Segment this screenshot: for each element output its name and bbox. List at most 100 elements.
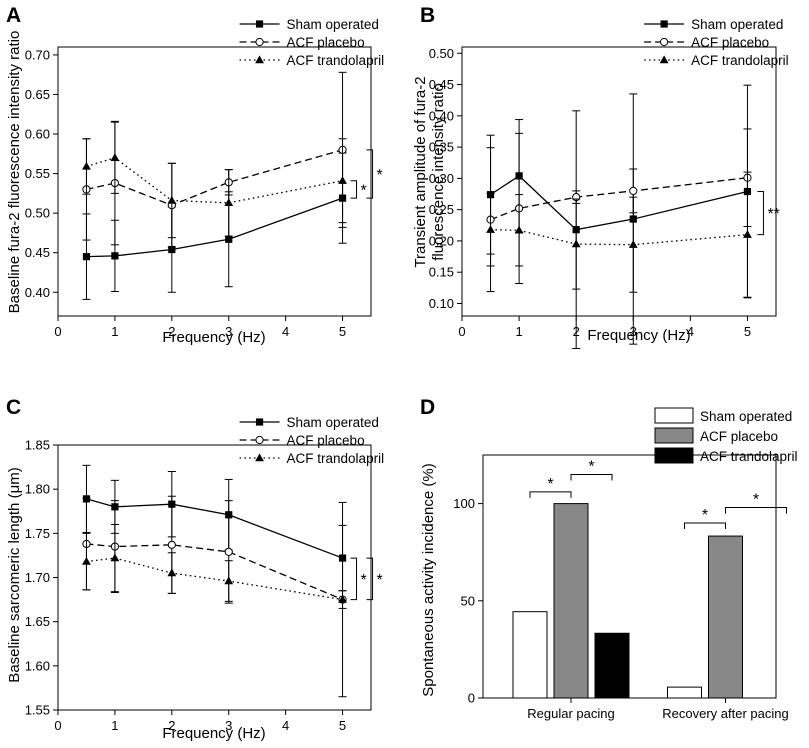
panel-c-legend-marker [255,453,264,462]
panel-a-ytick-label: 0.60 [25,127,50,142]
panel-d-legend-swatch [654,447,694,464]
panel-d-bar-sham-operated [512,611,548,699]
panel-a-letter: A [6,4,21,27]
panel-c-ytick-label: 1.65 [25,614,50,629]
panel-a-xtick-label: 1 [111,324,118,339]
panel-c-ytick-label: 1.55 [25,703,50,718]
panel-a-series-triangle-point [224,198,234,207]
panel-b-series-circle-point [629,186,638,195]
panel-c-legend-marker [255,418,264,426]
panel-d-letter: D [420,396,435,419]
panel-c-ytick-label: 1.80 [25,482,50,497]
panel-b-series-circle-line [490,177,748,221]
panel-c-legend-marker [255,435,264,445]
panel-c-xtick-label: 2 [168,718,175,733]
panel-d-sig-2-bracket [570,473,613,481]
panel-c-plot-frame [57,444,372,711]
panel-a-sig-inner-label: * [361,182,367,199]
panel-c-series-triangle-point [224,576,234,585]
panel-a-series-square-point [225,235,233,243]
panel-b-ytick-label: 0.45 [429,77,454,92]
panel-a-series-triangle-line [86,157,343,204]
panel-b-sig-bracket [757,191,764,236]
panel-a-series-square-line [86,197,343,258]
panel-a-xtick-label: 2 [168,324,175,339]
panel-b-legend-marker [660,37,669,47]
panel-a-legend-label: Sham operated [287,17,379,32]
panel-a-plot-frame [57,46,372,317]
panel-a-series-square-point [82,253,91,261]
panel-a-xlabel: Frequency (Hz) [162,329,265,346]
panel-d-legend-label: ACF trandolapril [700,449,798,464]
panel-d-sig-3-label: * [702,507,708,524]
panel-c-legend-label: ACF placebo [287,433,365,448]
panel-c-xtick-label: 3 [225,718,232,733]
panel-a-series-triangle-point [338,176,347,184]
panel-b-xtick-label: 1 [515,324,522,339]
panel-c-letter: C [6,396,21,419]
panel-a-series-triangle-point [167,195,177,204]
panel-c-legend-label: Sham operated [287,415,379,430]
panel-d-bar-acf-trandolapril [594,632,630,699]
panel-b-legend-label: ACF placebo [691,35,769,50]
panel-a-ytick-label: 0.50 [25,206,50,221]
panel-c-sig-inner-bracket [350,557,358,601]
panel-b-ytick-label: 0.35 [429,140,454,155]
panel-b-series-triangle-point [628,240,638,248]
panel-a-legend-label: ACF trandolapril [287,53,385,68]
panel-d-sig-2-label: * [588,458,594,475]
plots: 0 1 2 3 4 5 0.40 0.45 0.50 0.55 0.60 0.65 0.70 Sham o… [25,17,798,733]
panel-a-series-triangle-point [82,161,91,170]
panel-a-ylabel: Baseline fura-2 fluorescence intensity r… [6,31,23,314]
panel-b-series-triangle-line [490,229,748,246]
panel-a-xtick-label: 3 [225,324,232,339]
panel-a-series-square-point [168,245,176,254]
panel-c-series-triangle-point [82,557,91,565]
panel-a-xtick-label: 5 [339,324,346,339]
panel-b-legend-marker [659,55,669,64]
panel-d-sig-3-bracket [684,522,726,530]
panel-b-ytick-label: 0.20 [429,233,454,248]
panel-b-xtick-label: 4 [687,324,694,339]
panel-c-sig-outer-label: * [377,572,383,589]
panel-a-legend-marker [255,20,264,28]
panel-d-sig-1-bracket [529,491,572,498]
panel-b-ylabel-line2: fluorescence intensity ratio [430,83,447,261]
panel-d-ytick-label: 0 [468,691,475,706]
panel-a-ytick-label: 0.40 [25,285,50,300]
panel-b-ytick-label: 0.30 [429,171,454,186]
panel-c-series-triangle-line [86,557,343,601]
panel-b-legend-marker [660,20,668,28]
panel-b-sig-label: ** [767,206,779,223]
panel-d-sig-1-label: * [547,476,553,493]
panel-c-sig-inner-label: * [361,572,367,589]
panel-b-series-square-line [490,175,748,231]
panel-b-ytick-label: 0.25 [429,202,454,217]
panel-a-sig-outer-bracket [366,149,374,199]
panel-b-xtick-label: 5 [744,324,751,339]
panel-d-bar-acf-placebo [553,503,589,699]
panel-d-bar-acf-placebo [708,535,743,699]
panel-c-series-circle-line [86,543,343,601]
panel-a-xtick-label: 4 [282,324,289,339]
panel-b-series-triangle-point [571,239,581,248]
panel-b-legend-label: ACF trandolapril [691,53,789,68]
panel-c-xtick-label: 5 [339,718,346,733]
panel-d-xtick-label: Recovery after pacing [662,706,788,721]
panel-c-xtick-label: 1 [111,718,118,733]
panel-a-ytick-label: 0.55 [25,166,50,181]
panel-c-series-triangle-point [338,594,347,603]
panel-b-series-triangle-point [743,230,752,238]
panel-c-series-circle-point [224,547,233,556]
panel-d-ylabel: Spontaneous activity incidence (%) [420,463,437,696]
panel-d-legend-swatch [654,427,694,444]
panel-b-ytick-label: 0.40 [429,108,454,123]
panel-a-ytick-label: 0.65 [25,87,50,102]
panel-d-xtick-label: Regular pacing [527,706,614,721]
panel-c-series-triangle-point [110,553,120,562]
panel-c-ytick-label: 1.60 [25,658,50,673]
panel-b-xtick-label: 0 [458,324,465,339]
panel-c-series-circle-point [167,540,176,549]
panel-a-legend-label: ACF placebo [287,35,365,50]
